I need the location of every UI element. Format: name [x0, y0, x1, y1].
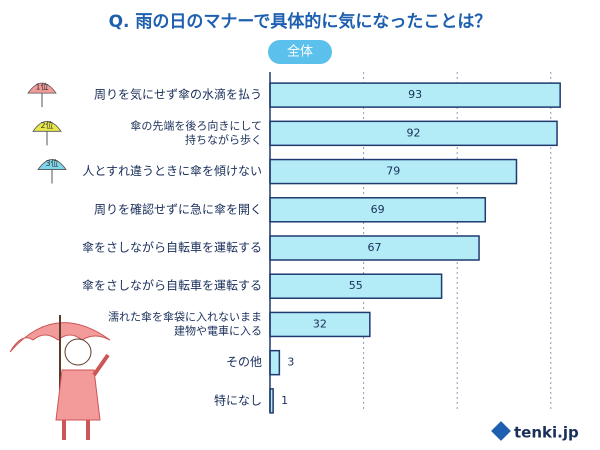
value-label: 67 [368, 241, 382, 254]
value-label: 79 [386, 165, 400, 178]
category-label: 濡れた傘を傘袋に入れないまま建物や電車に入る [108, 309, 262, 337]
subtitle: 全体 [287, 44, 313, 60]
category-label: 特になし [214, 392, 262, 407]
bar [269, 158, 518, 185]
category-label: 周りを確認せずに急に傘を開く [94, 201, 262, 216]
category-label: 傘をさしながら自転車を運転する [82, 240, 262, 255]
bar [269, 311, 371, 338]
category-label: 周りを気にせず傘の水滴を払う [94, 87, 262, 102]
value-label: 92 [407, 126, 421, 139]
bar [269, 349, 281, 376]
rank-label: 2位 [40, 120, 53, 130]
value-label: 55 [349, 279, 363, 292]
illustration [9, 315, 111, 440]
category-label: 人とすれ違うときに傘を傾けない [82, 164, 262, 178]
rank-label: 1位 [35, 82, 48, 92]
category-label: その他 [226, 355, 262, 369]
rank-umbrella [32, 120, 62, 132]
value-label: 3 [287, 356, 294, 369]
value-label: 1 [281, 394, 288, 407]
rank-label: 3位 [45, 158, 58, 168]
logo: tenki.jp [514, 424, 579, 442]
value-label: 32 [313, 317, 327, 330]
rank-umbrella [27, 82, 57, 94]
bar [269, 273, 443, 299]
bar [269, 120, 558, 147]
value-label: 93 [408, 88, 422, 101]
chart-title: Q. 雨の日のマナーで具体的に気になったことは？ [109, 11, 492, 32]
category-label: 傘の先端を後ろ向きにして持ちながら歩く [130, 118, 262, 146]
logo-mark [491, 421, 511, 441]
bar [269, 235, 480, 261]
rank-umbrella [37, 159, 67, 170]
category-label: 傘をさしながら自転車を運転する [82, 278, 262, 293]
subtitle-pill [268, 40, 332, 64]
value-label: 69 [371, 203, 385, 216]
